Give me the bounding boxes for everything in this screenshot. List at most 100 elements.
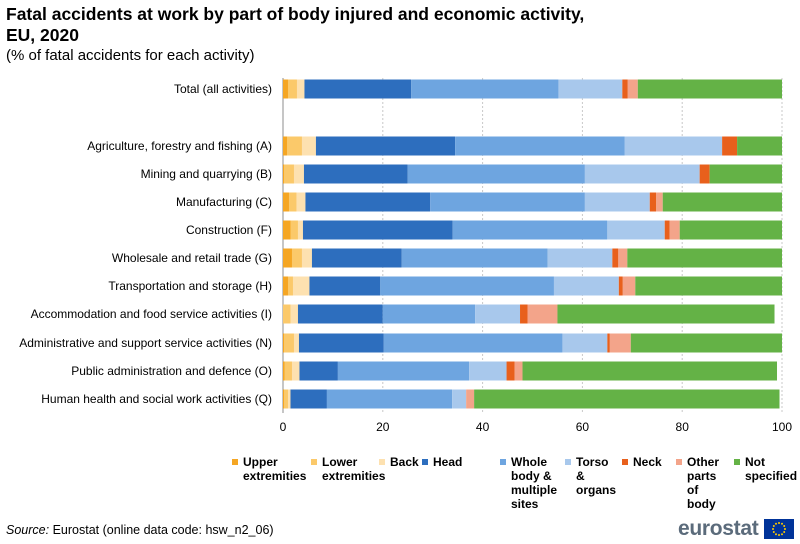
category-label: Manufacturing (C) [176, 195, 272, 209]
bar-segment [469, 361, 507, 381]
category-label: Mining and quarrying (B) [141, 167, 272, 181]
category-label: Transportation and storage (H) [108, 279, 272, 293]
legend-swatch [379, 459, 385, 465]
bar-segment [557, 304, 775, 324]
bar-segment [290, 389, 327, 409]
bar-segment [301, 248, 312, 268]
legend-swatch [422, 459, 428, 465]
bar-segment [287, 276, 293, 296]
bar-segment [630, 333, 782, 353]
bar-segment [303, 164, 408, 184]
bar-segment [649, 192, 657, 212]
bar-segment [283, 276, 288, 296]
x-axis-ticks: 0 20 40 60 80 100 [280, 420, 793, 434]
x-tick-label: 0 [280, 420, 287, 434]
x-tick-label: 60 [576, 420, 590, 434]
bar-segment [609, 333, 631, 353]
bar-segment [283, 333, 284, 353]
legend-swatch [622, 459, 628, 465]
bar-segment [337, 361, 470, 381]
bar-segment [297, 304, 383, 324]
bar-segment [383, 333, 563, 353]
bar-segment [607, 220, 665, 240]
bar-segment [455, 136, 625, 156]
legend: Upper extremities Lower extremities Back He… [232, 455, 800, 515]
bar-segment [627, 79, 638, 99]
bar-segment [520, 304, 528, 324]
source-text: Eurostat (online data code: hsw_n2_06) [52, 523, 274, 537]
bar-segment [527, 304, 558, 324]
bar-segment [618, 248, 628, 268]
bar-segment [297, 220, 303, 240]
bar-segment [452, 389, 467, 409]
bar-segment [302, 220, 453, 240]
category-label: Human health and social work activities … [41, 392, 272, 406]
x-tick-label: 20 [376, 420, 390, 434]
bar-segment [466, 389, 475, 409]
bar-segment [411, 79, 559, 99]
bar-segment [311, 248, 402, 268]
bar-segment [656, 192, 663, 212]
legend-label: Back [390, 455, 419, 469]
bar-segment [401, 248, 548, 268]
category-label: Total (all activities) [174, 82, 272, 96]
bar-segment [290, 220, 298, 240]
bar-segment [315, 136, 456, 156]
bar-segment [624, 136, 723, 156]
bar-segment [562, 333, 608, 353]
legend-label: Whole body & multiple sites [511, 455, 558, 511]
bar-segment [284, 361, 292, 381]
bar-segment [301, 136, 316, 156]
chart-title: Fatal accidents at work by part of body … [6, 4, 585, 45]
bar-segment [622, 276, 636, 296]
bar-segment [584, 164, 700, 184]
bar-segment [283, 304, 291, 324]
bar-segment [722, 136, 738, 156]
bar-segment [283, 389, 284, 409]
bar-segment [292, 276, 310, 296]
bar-segment [679, 220, 782, 240]
legend-swatch [232, 459, 238, 465]
bar-segment [612, 248, 619, 268]
bar-segment [283, 164, 294, 184]
legend-label: Torso & organs [576, 455, 617, 497]
x-tick-label: 40 [476, 420, 490, 434]
bar-segment [283, 136, 287, 156]
legend-swatch [565, 459, 571, 465]
legend-label: Not specified [745, 455, 798, 483]
bar-segment [709, 164, 782, 184]
bar-segment [283, 220, 291, 240]
bar-segment [290, 304, 298, 324]
bar-segment [304, 79, 412, 99]
legend-swatch [676, 459, 682, 465]
category-labels: Total (all activities) Agriculture, fores… [19, 82, 272, 406]
bar-segment [283, 79, 288, 99]
x-tick-label: 80 [676, 420, 690, 434]
stacked-bar-chart: Total (all activities) Agriculture, fores… [19, 78, 793, 434]
bar-segment [664, 220, 670, 240]
bar-segment [309, 276, 381, 296]
bar-segment [305, 192, 431, 212]
bar-segment [737, 136, 782, 156]
bar-segment [635, 276, 782, 296]
legend-label: Head [433, 455, 463, 469]
bar-segment [522, 361, 778, 381]
bar-segment [452, 220, 608, 240]
bar-segment [474, 389, 780, 409]
bar-segment [407, 164, 585, 184]
bar-segment [380, 276, 554, 296]
category-label: Agriculture, forestry and fishing (A) [87, 139, 272, 153]
legend-label: Upper extremities [243, 455, 307, 483]
bar-series [283, 79, 782, 409]
bar-segment [288, 192, 297, 212]
bar-segment [283, 361, 285, 381]
logo-text: eurostat [678, 517, 759, 540]
source-note: Source: Eurostat (online data code: hsw_… [6, 523, 274, 537]
bar-segment [627, 248, 782, 268]
bar-segment [293, 164, 304, 184]
bar-segment [558, 79, 623, 99]
bar-segment [637, 79, 782, 99]
bar-segment [283, 248, 292, 268]
bar-segment [299, 361, 338, 381]
bar-segment [699, 164, 710, 184]
